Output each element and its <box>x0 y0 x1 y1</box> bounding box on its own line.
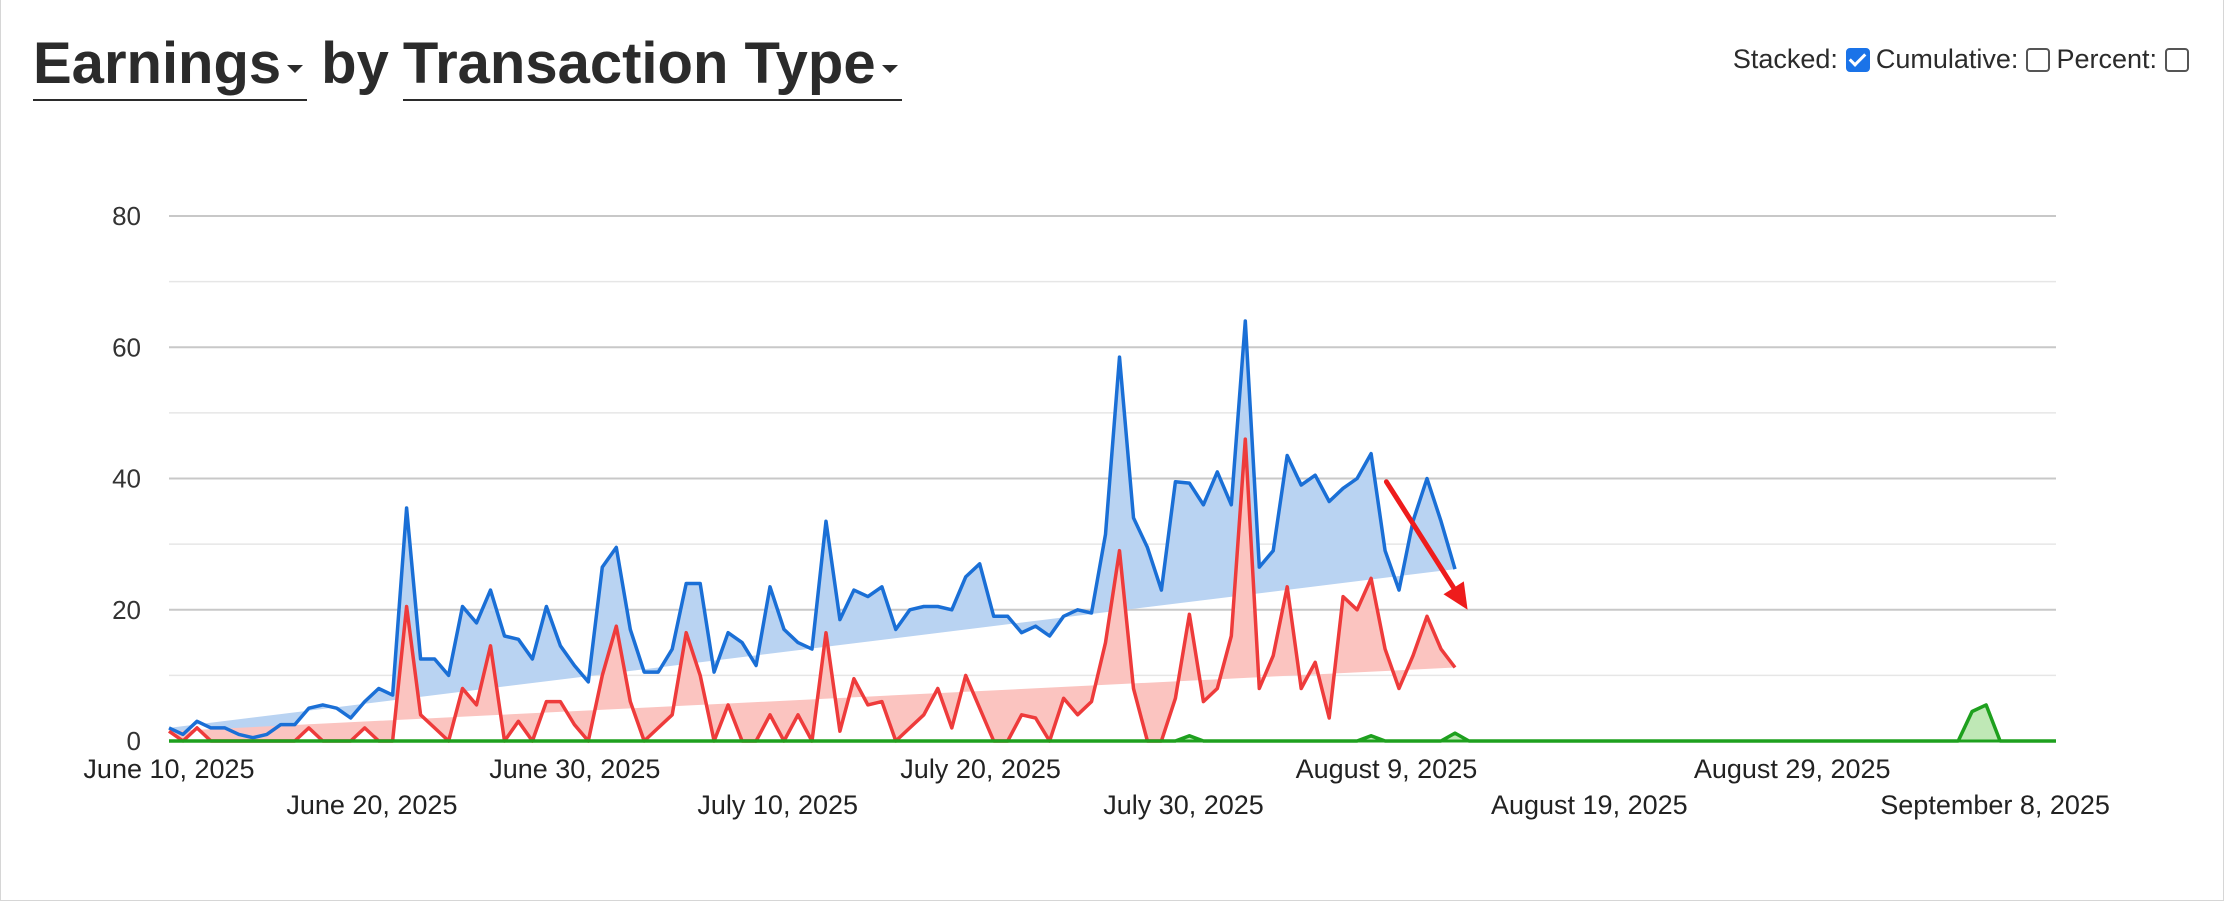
stacked-checkbox[interactable] <box>1845 47 1870 72</box>
x-tick-label: July 20, 2025 <box>900 754 1061 784</box>
stacked-option: Stacked: <box>1733 44 1870 75</box>
annotation-arrow-shaft <box>1383 479 1457 591</box>
chart-title: Earnings by Transaction Type <box>33 30 902 101</box>
percent-label: Percent: <box>2056 44 2157 74</box>
chevron-down-icon <box>287 65 304 73</box>
cumulative-label: Cumulative: <box>1875 44 2019 74</box>
title-connector: by <box>321 31 389 96</box>
chart-options: Stacked: Cumulative: Percent: <box>1727 44 2189 75</box>
blue-series-area <box>169 321 1455 738</box>
metric-dropdown-label: Earnings <box>33 31 282 96</box>
cumulative-checkbox[interactable] <box>2026 47 2051 72</box>
percent-option: Percent: <box>2056 44 2189 75</box>
y-tick-label: 40 <box>112 464 141 494</box>
dimension-dropdown[interactable]: Transaction Type <box>402 30 902 101</box>
x-tick-label: June 30, 2025 <box>489 754 660 784</box>
x-tick-label: August 29, 2025 <box>1694 754 1891 784</box>
x-tick-label: July 10, 2025 <box>697 790 858 820</box>
x-tick-label: July 30, 2025 <box>1103 790 1264 820</box>
metric-dropdown[interactable]: Earnings <box>33 30 308 101</box>
x-tick-label: June 20, 2025 <box>286 790 457 820</box>
y-tick-label: 80 <box>112 201 141 231</box>
x-tick-label: August 9, 2025 <box>1296 754 1478 784</box>
x-tick-label: August 19, 2025 <box>1491 790 1688 820</box>
percent-checkbox[interactable] <box>2165 47 2189 72</box>
y-tick-label: 60 <box>112 332 141 362</box>
stacked-label: Stacked: <box>1732 44 1838 74</box>
x-tick-label: September 8, 2025 <box>1880 790 2110 820</box>
blue-series-line <box>168 319 1457 740</box>
dimension-dropdown-label: Transaction Type <box>402 31 876 96</box>
annotation-arrow-head <box>1443 581 1468 610</box>
x-tick-label: June 10, 2025 <box>83 754 254 784</box>
y-tick-label: 0 <box>127 726 141 756</box>
y-tick-label: 20 <box>112 595 141 625</box>
cumulative-option: Cumulative: <box>1876 44 2051 75</box>
chevron-down-icon <box>881 65 898 73</box>
red-series-area <box>169 439 1455 741</box>
